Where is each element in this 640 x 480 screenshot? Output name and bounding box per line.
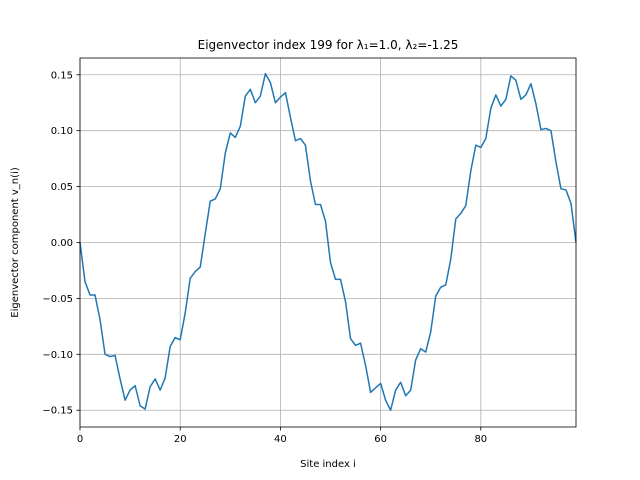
series-line <box>79 72 577 411</box>
ticks: 0 20 40 60 80 −0.15 −0.10 −0.05 0.00 0.05 0.10 0.15 <box>42 70 487 445</box>
chart-title: Eigenvector index 199 for λ₁=1.0, λ₂=-1.… <box>198 38 459 52</box>
y-tick-label: −0.10 <box>42 350 73 361</box>
x-tick-label: 80 <box>474 434 487 445</box>
x-tick-label: 60 <box>374 434 387 445</box>
x-tick-label: 40 <box>274 434 287 445</box>
y-tick-label: 0.00 <box>51 238 73 249</box>
y-tick-label: 0.15 <box>51 70 73 81</box>
x-axis-label: Site index i <box>300 459 356 470</box>
series-layer <box>79 72 577 411</box>
y-tick-label: −0.05 <box>42 294 73 305</box>
y-tick-label: −0.15 <box>42 406 73 417</box>
y-tick-label: 0.05 <box>51 182 73 193</box>
x-tick-label: 20 <box>174 434 187 445</box>
x-tick-label: 0 <box>77 434 83 445</box>
y-axis-label: Eigenvector component v_n(i) <box>10 167 21 318</box>
y-tick-label: 0.10 <box>51 126 73 137</box>
